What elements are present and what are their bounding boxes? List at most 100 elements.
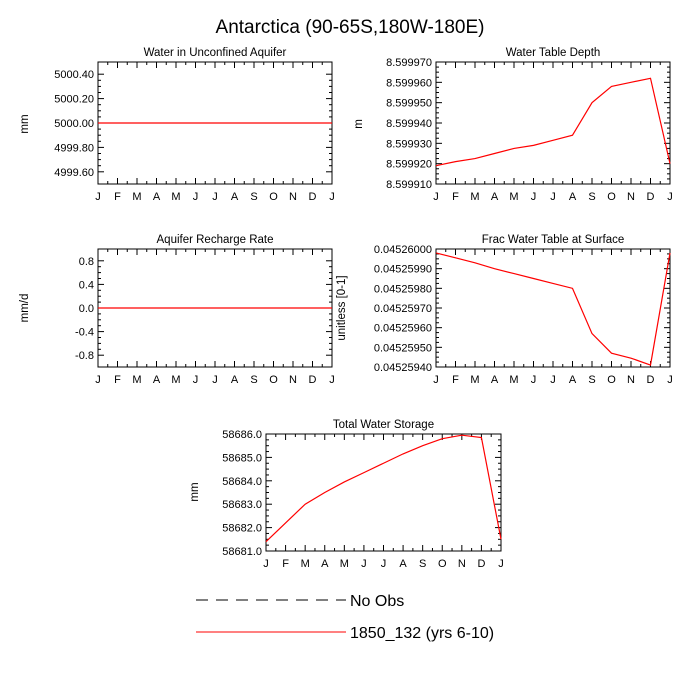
y-tick-label: 58682.0 — [222, 523, 262, 535]
x-tick-label: O — [269, 374, 278, 386]
x-tick-label: D — [647, 374, 655, 386]
y-tick-label: 8.599950 — [386, 98, 432, 110]
x-tick-label: A — [491, 374, 499, 386]
x-tick-label: J — [433, 374, 439, 386]
x-tick-label: M — [171, 374, 180, 386]
x-tick-label: N — [458, 558, 466, 570]
x-tick-label: F — [452, 191, 459, 203]
x-tick-label: A — [321, 558, 329, 570]
x-tick-label: S — [588, 191, 595, 203]
y-tick-label: 0.04525940 — [374, 362, 432, 374]
y-tick-label: 8.599930 — [386, 138, 432, 150]
x-tick-label: D — [309, 374, 317, 386]
chart-title: Frac Water Table at Surface — [482, 234, 625, 246]
legend-label: No Obs — [350, 593, 404, 610]
x-tick-label: O — [438, 558, 447, 570]
y-tick-label: 0.04525990 — [374, 264, 432, 276]
plot-frame — [265, 433, 502, 552]
x-tick-label: F — [452, 374, 459, 386]
x-tick-label: F — [114, 374, 121, 386]
x-tick-label: O — [607, 191, 616, 203]
x-tick-label: O — [607, 374, 616, 386]
y-axis-label: mm — [189, 482, 201, 501]
y-tick-label: 58686.0 — [222, 429, 262, 441]
legend-item: 1850_132 (yrs 6-10) — [196, 625, 494, 642]
x-tick-label: F — [282, 558, 289, 570]
y-axis-label: mm/d — [19, 294, 31, 323]
x-tick-label: J — [361, 558, 367, 570]
x-tick-label: J — [263, 558, 269, 570]
y-tick-label: 58684.0 — [222, 476, 262, 488]
figure-title: Antarctica (90-65S,180W-180E) — [216, 17, 485, 38]
legend-item: No Obs — [196, 593, 404, 610]
x-tick-label: A — [491, 191, 499, 203]
y-tick-label: 58683.0 — [222, 499, 262, 511]
x-tick-label: J — [95, 191, 101, 203]
x-tick-label: A — [153, 374, 161, 386]
x-tick-label: A — [153, 191, 161, 203]
x-tick-label: M — [509, 191, 518, 203]
x-tick-label: N — [627, 191, 635, 203]
y-tick-label: 4999.80 — [54, 142, 94, 154]
x-tick-label: J — [498, 558, 504, 570]
x-tick-label: J — [329, 374, 335, 386]
x-tick-label: M — [340, 558, 349, 570]
x-tick-label: D — [647, 191, 655, 203]
y-tick-label: 0.04525960 — [374, 323, 432, 335]
y-tick-label: 0.04525970 — [374, 303, 432, 315]
x-tick-label: J — [433, 191, 439, 203]
x-tick-label: A — [569, 374, 577, 386]
x-tick-label: M — [509, 374, 518, 386]
series-line — [435, 252, 671, 366]
y-tick-label: -0.4 — [75, 327, 94, 339]
x-tick-label: M — [132, 374, 141, 386]
legend-label: 1850_132 (yrs 6-10) — [350, 625, 494, 642]
legend: No Obs 1850_132 (yrs 6-10) — [196, 593, 494, 642]
y-tick-label: 8.599970 — [386, 57, 432, 69]
y-tick-label: 8.599910 — [386, 179, 432, 191]
x-tick-label: J — [212, 374, 218, 386]
x-tick-label: J — [667, 374, 673, 386]
x-tick-label: A — [569, 191, 577, 203]
y-axis-label: m — [353, 119, 365, 129]
x-tick-label: A — [399, 558, 407, 570]
y-tick-label: 58685.0 — [222, 452, 262, 464]
x-tick-label: D — [309, 191, 317, 203]
y-tick-label: 0.04525950 — [374, 342, 432, 354]
y-tick-label: 0.04526000 — [374, 244, 432, 256]
y-tick-label: 5000.00 — [54, 118, 94, 130]
x-tick-label: J — [193, 374, 199, 386]
plot-frame — [435, 61, 671, 185]
y-tick-label: 8.599920 — [386, 159, 432, 171]
chart-title: Water Table Depth — [506, 47, 601, 59]
y-tick-label: 5000.20 — [54, 94, 94, 106]
y-tick-label: 0.0 — [79, 303, 94, 315]
x-tick-label: N — [289, 191, 297, 203]
chart-title: Total Water Storage — [333, 419, 434, 431]
x-tick-label: J — [667, 191, 673, 203]
x-tick-label: M — [132, 191, 141, 203]
x-tick-label: S — [419, 558, 426, 570]
x-tick-label: J — [531, 374, 537, 386]
y-tick-label: 0.8 — [79, 256, 94, 268]
x-tick-label: M — [470, 374, 479, 386]
y-tick-label: 0.04525980 — [374, 283, 432, 295]
x-tick-label: J — [550, 191, 556, 203]
x-tick-label: O — [269, 191, 278, 203]
chart-title: Aquifer Recharge Rate — [157, 234, 274, 246]
x-tick-label: J — [329, 191, 335, 203]
series-line — [435, 77, 671, 167]
x-tick-label: N — [289, 374, 297, 386]
x-tick-label: F — [114, 191, 121, 203]
chart-title: Water in Unconfined Aquifer — [144, 47, 287, 59]
y-tick-label: 58681.0 — [222, 546, 262, 558]
x-tick-label: A — [231, 191, 239, 203]
x-tick-label: M — [171, 191, 180, 203]
x-tick-label: J — [193, 191, 199, 203]
x-tick-label: M — [470, 191, 479, 203]
y-tick-label: 8.599960 — [386, 77, 432, 89]
x-tick-label: S — [250, 191, 257, 203]
